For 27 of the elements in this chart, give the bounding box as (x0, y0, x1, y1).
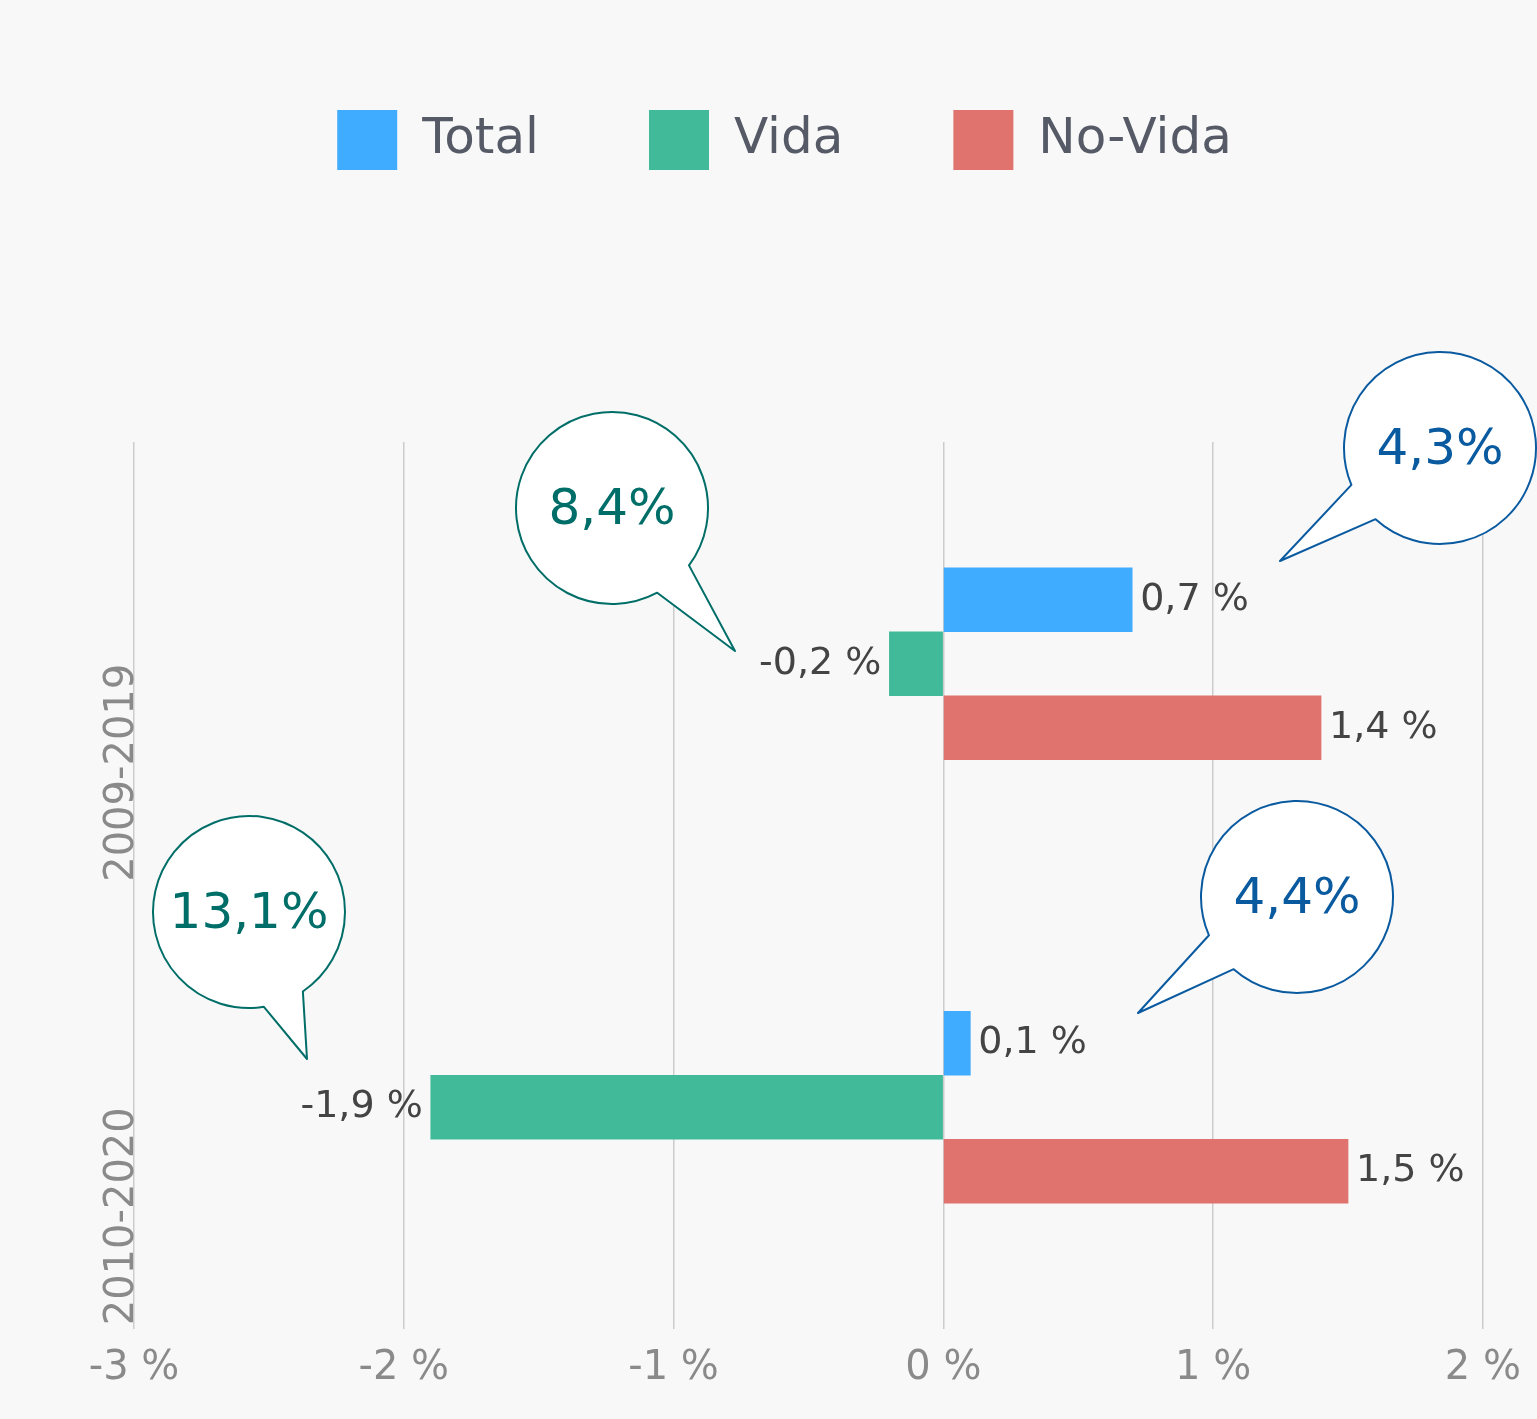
y-tick-label: 2009-2019 (96, 663, 143, 882)
annotation: 4,4% (1232, 867, 1362, 926)
annotation: 4,3% (1375, 417, 1505, 476)
bar (943, 1138, 1349, 1204)
x-tick-label: 0 % (905, 1342, 982, 1389)
x-tick-label: -1 % (628, 1342, 719, 1389)
bar (943, 1010, 971, 1076)
bar (943, 567, 1133, 633)
x-tick-label: 1 % (1175, 1342, 1252, 1389)
annotation: 8,4% (547, 477, 677, 536)
annotation: 13,1% (168, 882, 330, 941)
bar (889, 631, 943, 697)
y-tick-label: 2010-2020 (96, 1107, 143, 1326)
x-tick-label: -2 % (358, 1342, 450, 1389)
data-label: 1,4 % (1329, 702, 1438, 747)
legend-label: No-Vida (1038, 106, 1232, 165)
legend-label: Vida (733, 106, 844, 165)
data-label: 0,7 % (1140, 574, 1249, 619)
data-label: -1,9 % (300, 1082, 423, 1127)
legend-label: Total (421, 106, 539, 165)
data-label: -0,2 % (759, 638, 882, 683)
data-label: 0,1 % (978, 1018, 1087, 1063)
data-label: 1,5 % (1356, 1146, 1465, 1191)
x-tick-label: 2 % (1444, 1342, 1521, 1389)
bar (430, 1074, 943, 1140)
x-tick-label: -3 % (88, 1342, 180, 1389)
bar (943, 695, 1322, 761)
